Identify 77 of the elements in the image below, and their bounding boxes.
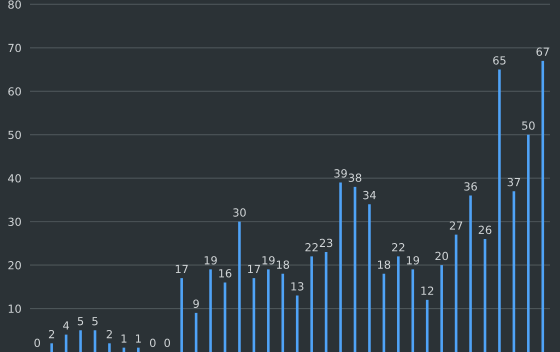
bar [368,204,371,352]
bar [64,334,68,352]
data-label: 18 [276,260,290,269]
bar [137,348,140,352]
bar [194,312,198,352]
y-tick-label: 30 [8,218,21,226]
bar [224,282,226,352]
data-label: 0 [34,338,40,348]
bar [296,296,299,352]
data-label: 36 [464,182,477,191]
bar [454,234,458,352]
y-tick-label: 80 [8,0,21,9]
y-tick-label: 60 [8,87,21,96]
bar [281,274,284,352]
bar [426,300,429,352]
bar [512,191,516,352]
data-label: 19 [406,256,420,264]
bar [382,274,386,352]
y-tick-label: 50 [8,130,21,140]
y-tick-label: 10 [8,304,21,313]
data-label: 22 [305,243,318,252]
data-label: 1 [122,334,126,343]
data-label: 4 [63,321,70,330]
bar [484,239,486,352]
bar [324,252,328,352]
bar [94,330,96,352]
data-label: 65 [493,56,506,65]
data-label: 1 [136,334,141,343]
bar [469,196,472,352]
data-label: 34 [363,190,376,200]
bar [541,60,544,352]
data-label: 12 [421,286,434,295]
data-label: 20 [435,252,448,260]
y-tick-label: 40 [8,174,21,183]
data-label: 0 [164,338,170,348]
bar [50,343,53,352]
bar [411,269,414,352]
data-label: 17 [176,264,188,274]
data-label: 26 [478,226,492,234]
bar [498,70,501,352]
data-label: 2 [106,330,112,338]
bar [180,278,183,352]
data-label: 5 [92,317,98,326]
bar [527,134,530,352]
data-label: 19 [204,256,217,264]
bar [108,343,111,352]
data-label: 27 [450,221,462,230]
data-label: 23 [320,238,332,248]
data-label: 50 [522,121,535,130]
data-label: 16 [219,269,232,278]
bar [310,256,313,352]
bar [238,222,241,352]
data-label: 5 [78,317,84,326]
bar [122,348,126,352]
data-label: 30 [233,208,246,217]
bar [79,330,82,352]
bar [354,186,356,352]
bar [209,269,212,352]
data-label: 17 [248,264,260,274]
data-label: 18 [378,260,390,269]
data-label: 37 [508,178,520,186]
data-label: 19 [262,256,275,264]
bar [397,256,400,352]
data-label: 0 [150,338,156,348]
bar [339,182,342,352]
bar [267,269,270,352]
data-label: 2 [48,330,54,338]
y-tick-label: 20 [8,261,21,270]
bar [252,278,256,352]
data-label: 9 [193,300,199,308]
y-tick-label: 70 [8,44,21,52]
data-label: 38 [348,174,362,182]
data-label: 39 [334,169,347,178]
bar [440,265,443,352]
data-label: 67 [536,48,549,56]
data-label: 13 [291,282,304,291]
data-label: 22 [392,243,404,252]
